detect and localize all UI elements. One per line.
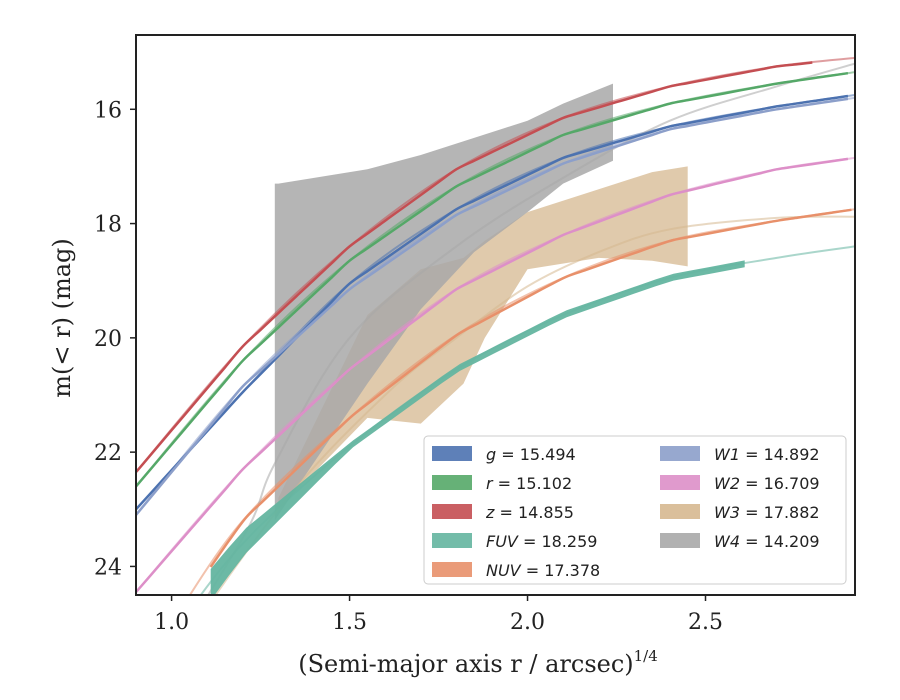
y-tick-label: 16 xyxy=(94,98,122,123)
legend-label-w3: W3 = 17.882 xyxy=(714,503,820,522)
legend-label-w4: W4 = 14.209 xyxy=(714,532,820,551)
legend-magnitude: 15.102 xyxy=(516,474,572,493)
legend-label-nuv: NUV = 17.378 xyxy=(486,561,600,580)
x-axis-title: (Semi-major axis r / arcsec)1/4 xyxy=(298,647,658,678)
legend-band-name: W2 xyxy=(714,474,740,493)
legend-label-w2: W2 = 16.709 xyxy=(714,474,820,493)
legend-equals: = xyxy=(740,503,764,522)
x-tick-label: 2.0 xyxy=(510,610,545,635)
y-axis-title: m(< r) (mag) xyxy=(48,238,76,397)
legend-magnitude: 14.855 xyxy=(518,503,574,522)
legend-band-name: W4 xyxy=(714,532,740,551)
legend-label-g: g = 15.494 xyxy=(486,445,576,464)
legend-equals: = xyxy=(518,532,542,551)
r-observed-profile xyxy=(136,71,849,488)
legend-band-name: FUV xyxy=(486,532,519,551)
legend-magnitude: 18.259 xyxy=(541,532,597,551)
legend-equals: = xyxy=(496,445,520,464)
legend-magnitude: 14.209 xyxy=(764,532,820,551)
y-tick-label: 22 xyxy=(94,441,122,466)
legend-swatch-z xyxy=(432,504,472,519)
legend-band-name: g xyxy=(486,445,496,464)
x-tick-label: 1.0 xyxy=(154,610,189,635)
legend-label-fuv: FUV = 18.259 xyxy=(486,532,597,551)
error-bands xyxy=(274,83,688,521)
x-axis-title-exponent: 1/4 xyxy=(634,647,658,665)
legend-equals: = xyxy=(493,474,517,493)
legend-band-name: W3 xyxy=(714,503,740,522)
legend-swatch-fuv xyxy=(432,533,472,548)
legend-swatch-w3 xyxy=(660,504,700,519)
x-tick-label: 2.5 xyxy=(688,610,723,635)
legend-band-name: NUV xyxy=(486,561,522,580)
x-tick-label: 1.5 xyxy=(332,610,367,635)
legend-swatch-g xyxy=(432,446,472,461)
legend: g = 15.494 r = 15.102 z = 14.855 FUV = 18.2… xyxy=(423,435,847,585)
legend-magnitude: 16.709 xyxy=(764,474,820,493)
legend-band-name: r xyxy=(486,474,494,493)
legend-swatch-w4 xyxy=(660,533,700,548)
g-observed-profile xyxy=(136,94,849,511)
w4-uncertainty-band xyxy=(274,83,613,521)
legend-box xyxy=(423,435,847,585)
x-axis-ticks: 1.0 1.5 2.0 2.5 xyxy=(154,595,723,635)
legend-magnitude: 14.892 xyxy=(764,445,820,464)
legend-band-name: W1 xyxy=(714,445,740,464)
legend-equals: = xyxy=(740,474,764,493)
y-tick-label: 24 xyxy=(94,555,122,580)
w1-observed-profile xyxy=(136,97,849,516)
plot-frame xyxy=(135,34,856,596)
legend-label-w1: W1 = 14.892 xyxy=(714,445,820,464)
y-tick-label: 18 xyxy=(94,213,122,238)
observed-profiles xyxy=(136,61,852,595)
legend-band-name: z xyxy=(485,503,495,522)
legend-swatch-r xyxy=(432,475,472,490)
y-tick-label: 20 xyxy=(94,327,122,352)
x-axis-title-text: (Semi-major axis r / arcsec) xyxy=(298,650,633,678)
legend-magnitude: 15.494 xyxy=(520,445,576,464)
legend-equals: = xyxy=(521,561,545,580)
w2-observed-profile xyxy=(136,157,849,593)
legend-magnitude: 17.378 xyxy=(544,561,600,580)
legend-equals: = xyxy=(740,445,764,464)
y-axis-ticks: 16 18 20 22 24 xyxy=(94,98,136,580)
legend-magnitude: 17.882 xyxy=(764,503,820,522)
legend-equals: = xyxy=(740,532,764,551)
legend-equals: = xyxy=(494,503,518,522)
legend-swatch-w2 xyxy=(660,475,700,490)
legend-swatch-w1 xyxy=(660,446,700,461)
nuv-observed-profile xyxy=(209,208,852,568)
legend-label-z: z = 14.855 xyxy=(485,503,574,522)
w3-uncertainty-band xyxy=(278,166,688,510)
z-observed-profile xyxy=(136,61,813,473)
legend-swatch-nuv xyxy=(432,562,472,577)
legend-label-r: r = 15.102 xyxy=(486,474,572,493)
